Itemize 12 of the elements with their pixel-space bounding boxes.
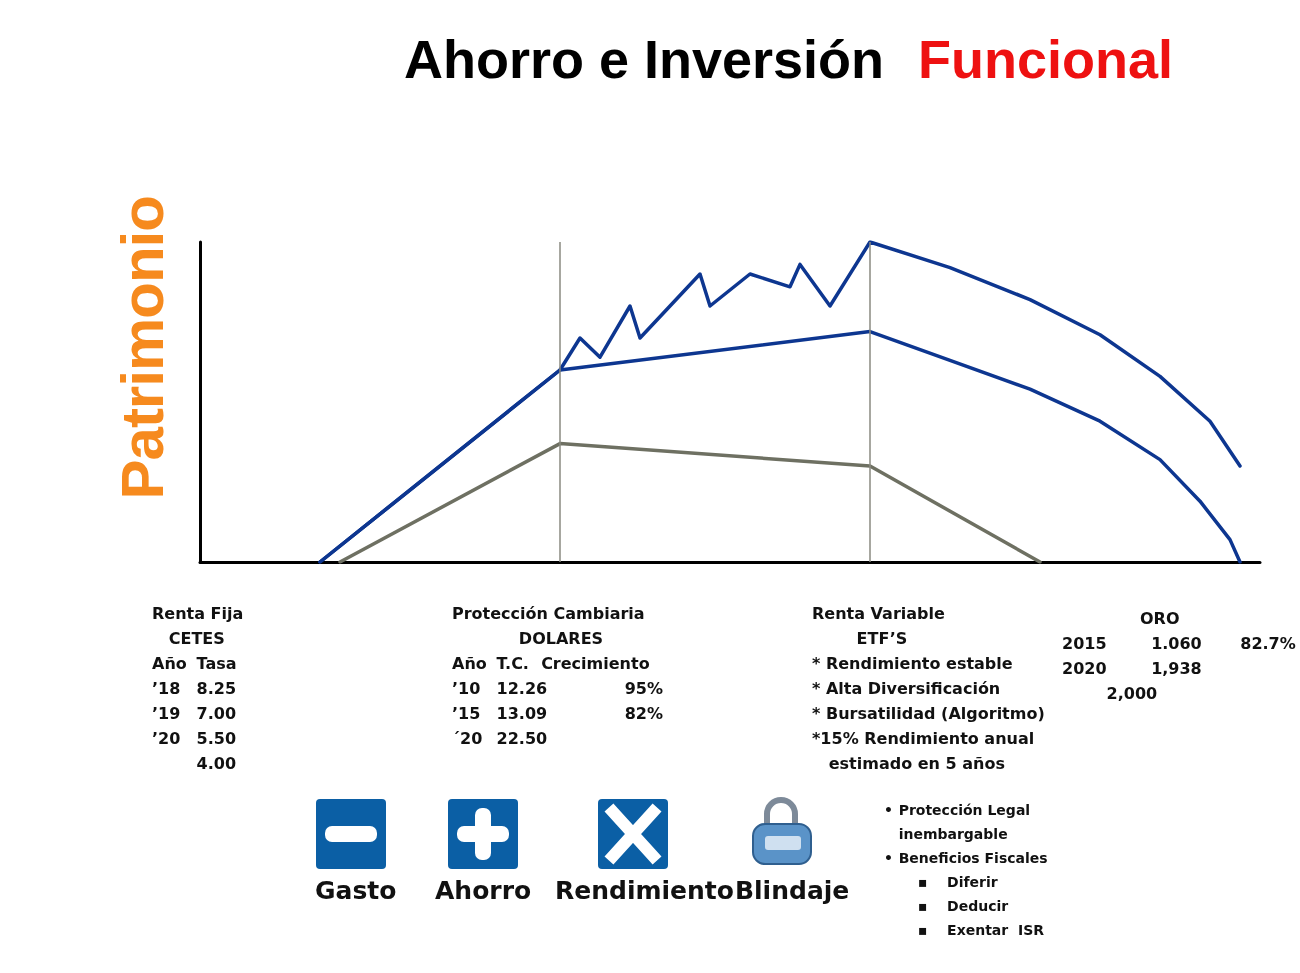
text: • Protección Legal inembargable • Beneficios Fiscales ▪ Diferir ▪ Deducir ▪ Exentar ISR	[884, 801, 1048, 940]
text: Renta Variable ETF’S * Rendimiento estable * Alta Diversificación * Bursatilidad (Algoritmo) *15% Rendimiento anual estimado en 5 años	[812, 603, 1045, 775]
text: Rendimiento	[555, 875, 734, 907]
text: Protección Cambiaria DOLARES Año T.C. Crecimiento ’10 12.26 95% ’15 13.09 82% ´20 22.50	[452, 603, 663, 750]
text: Ahorro	[435, 875, 532, 907]
chart-subtitle: Funcional	[918, 28, 1173, 90]
text: ORO 2015 1.060 82.7% 2020 1,938 2,000	[1062, 608, 1296, 705]
text: Blindaje	[735, 875, 850, 907]
y-axis-title: Patrimonio	[107, 196, 177, 500]
text: Renta Fija CETES Año Tasa ’18 8.25 ’19 7.00 ’20 5.50 4.00	[152, 603, 244, 775]
chart-title: Ahorro e Inversión	[404, 28, 885, 90]
text: Gasto	[315, 875, 397, 907]
